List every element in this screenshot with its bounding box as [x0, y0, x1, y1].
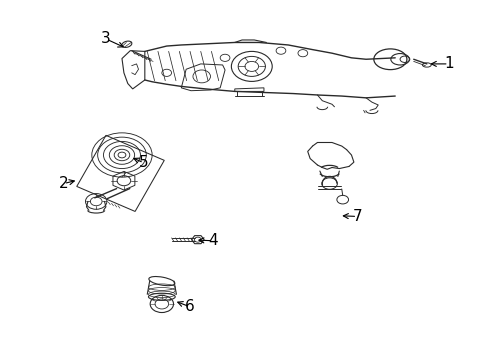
Text: 3: 3: [101, 31, 111, 46]
Text: 2: 2: [59, 176, 68, 191]
Text: 4: 4: [208, 233, 217, 248]
Text: 1: 1: [443, 57, 452, 71]
Text: 6: 6: [185, 299, 195, 314]
Text: 5: 5: [139, 156, 148, 170]
Text: 7: 7: [352, 209, 362, 224]
